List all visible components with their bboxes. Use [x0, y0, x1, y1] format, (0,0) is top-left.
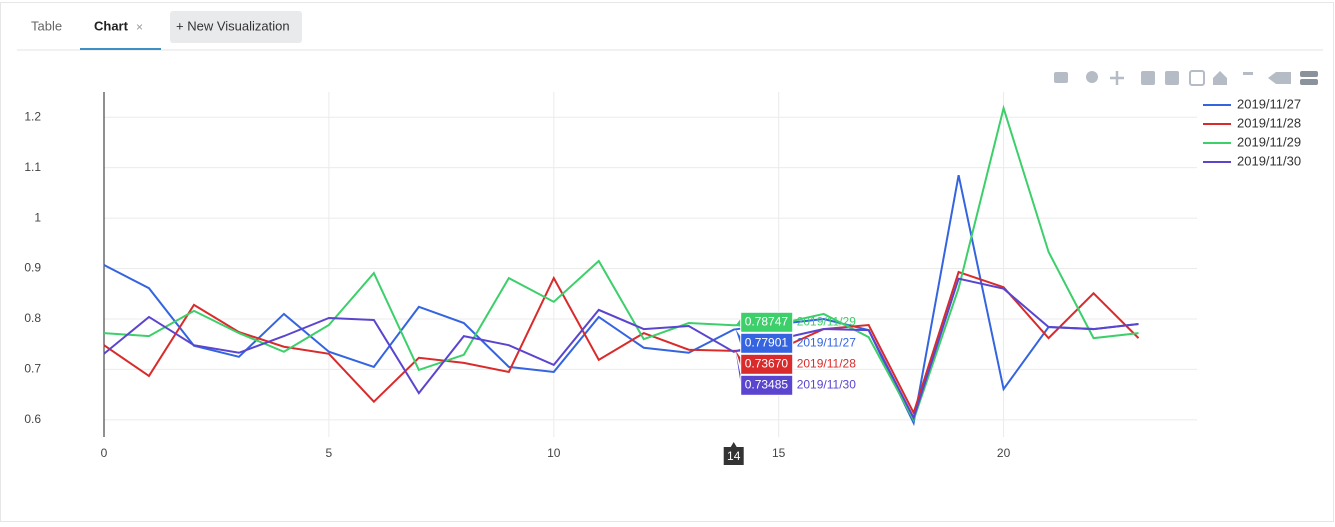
legend-label: 2019/11/29: [1237, 134, 1301, 149]
y-tick-label: 1.1: [24, 160, 41, 174]
x-tick-label: 10: [547, 446, 561, 460]
icon-camera[interactable]: [1054, 72, 1068, 83]
y-tick-label: 0.6: [24, 412, 41, 426]
y-tick-label: 1: [34, 210, 41, 224]
icon-pan[interactable]: [1110, 71, 1124, 85]
icon-hover-compare[interactable]: [1300, 71, 1318, 77]
new-viz-label[interactable]: + New Visualization: [176, 18, 290, 33]
active-tab-underline: [80, 48, 161, 50]
hover-x-box: [723, 442, 744, 465]
hover-name: 2019/11/28: [797, 356, 856, 370]
modebar: [1054, 70, 1318, 86]
series-line: [103, 277, 1139, 421]
series-line: [103, 175, 1139, 427]
hover-box: [740, 311, 794, 333]
hover-value: 0.73485: [745, 377, 789, 391]
hover-box: [740, 374, 794, 396]
icon-zoom[interactable]: [1086, 71, 1098, 83]
hover-box: [740, 332, 794, 354]
icon-hover-compare[interactable]: [1300, 79, 1318, 85]
tab-close[interactable]: ×: [136, 20, 143, 34]
hover-value: 0.77901: [745, 335, 789, 349]
y-tick-label: 0.7: [24, 362, 41, 376]
new-viz-button[interactable]: [170, 11, 302, 43]
icon-zoom-in[interactable]: [1141, 71, 1155, 85]
hover-value: 0.78747: [745, 314, 789, 328]
series-line: [103, 270, 1140, 416]
hover-box: [740, 353, 794, 375]
y-tick-label: 1.2: [24, 109, 41, 123]
y-tick-label: 0.9: [24, 261, 41, 275]
icon-hover-closest[interactable]: [1268, 72, 1291, 84]
icon-zoom-out[interactable]: [1165, 71, 1179, 85]
y-tick-label: 0.8: [24, 311, 41, 325]
legend-label: 2019/11/30: [1237, 153, 1301, 168]
x-tick-label: 5: [326, 446, 333, 460]
tab[interactable]: Table: [31, 18, 62, 33]
icon-spike[interactable]: [1243, 72, 1253, 75]
hover-name: 2019/11/29: [797, 314, 856, 328]
x-tick-label: 20: [997, 446, 1011, 460]
icon-home[interactable]: [1213, 71, 1227, 85]
tab[interactable]: Chart: [94, 18, 129, 33]
legend-label: 2019/11/27: [1237, 96, 1301, 111]
hover-value: 0.73670: [745, 356, 789, 370]
hover-name: 2019/11/27: [797, 335, 856, 349]
hover-x-label: 14: [727, 449, 741, 463]
x-tick-label: 0: [101, 446, 108, 460]
x-tick-label: 15: [772, 446, 786, 460]
legend-label: 2019/11/28: [1237, 115, 1301, 130]
icon-autoscale[interactable]: [1189, 70, 1205, 86]
hover-name: 2019/11/30: [797, 377, 856, 391]
series-line: [103, 104, 1139, 423]
